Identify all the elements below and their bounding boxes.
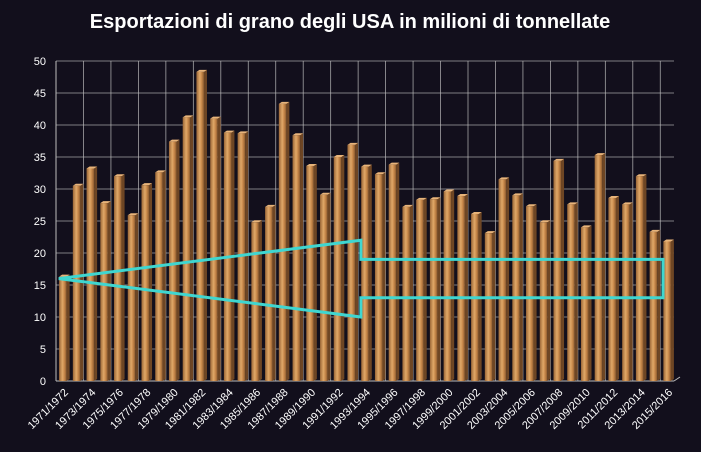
bar <box>457 194 468 381</box>
bar <box>114 174 125 381</box>
bar <box>59 274 70 381</box>
bar <box>443 189 455 381</box>
bar <box>498 177 510 381</box>
bar <box>168 139 180 381</box>
bar <box>635 174 647 381</box>
bar <box>333 155 345 381</box>
y-tick-label: 0 <box>40 376 46 388</box>
bar <box>320 192 331 381</box>
bar <box>608 195 619 381</box>
bar <box>649 229 661 381</box>
bar <box>306 163 317 381</box>
bar <box>512 193 523 381</box>
bar <box>141 183 153 381</box>
x-axis-ticks: 1971/19721973/19741975/19761977/19781979… <box>26 387 676 432</box>
bar <box>429 197 441 381</box>
y-tick-label: 45 <box>34 88 46 100</box>
bar <box>567 202 578 381</box>
floor-edge <box>673 376 681 382</box>
bar <box>361 164 372 381</box>
bars <box>59 69 674 381</box>
bar <box>374 172 386 381</box>
y-tick-label: 25 <box>34 216 46 228</box>
bar <box>251 220 262 381</box>
y-tick-label: 15 <box>34 280 46 292</box>
y-tick-label: 30 <box>34 184 46 196</box>
bar <box>347 142 359 381</box>
y-tick-label: 20 <box>34 248 46 260</box>
bar <box>594 153 606 381</box>
bar <box>182 115 194 381</box>
y-tick-label: 5 <box>40 344 46 356</box>
bar <box>622 202 633 381</box>
bar <box>580 225 592 381</box>
y-tick-label: 35 <box>34 152 46 164</box>
arrow-outline <box>58 238 665 319</box>
y-tick-label: 10 <box>34 312 46 324</box>
bar <box>292 133 304 381</box>
bar <box>416 197 427 381</box>
bar <box>663 239 674 381</box>
bar <box>196 69 207 381</box>
chart-title: Esportazioni di grano degli USA in milio… <box>90 11 610 33</box>
bar <box>100 201 111 381</box>
bar <box>265 204 276 381</box>
bar <box>484 231 496 381</box>
bar <box>388 162 400 381</box>
bar <box>127 213 139 381</box>
bar <box>155 170 166 381</box>
y-axis-ticks: 0 5 10 15 20 25 30 35 40 45 50 <box>34 56 46 388</box>
bar <box>553 158 565 381</box>
bar <box>278 101 290 381</box>
bar <box>210 116 221 381</box>
y-tick-label: 50 <box>34 56 46 68</box>
bar <box>526 204 537 381</box>
bar <box>539 220 551 381</box>
bar <box>402 204 413 381</box>
y-tick-label: 40 <box>34 120 46 132</box>
arrow-annotation <box>58 238 665 319</box>
